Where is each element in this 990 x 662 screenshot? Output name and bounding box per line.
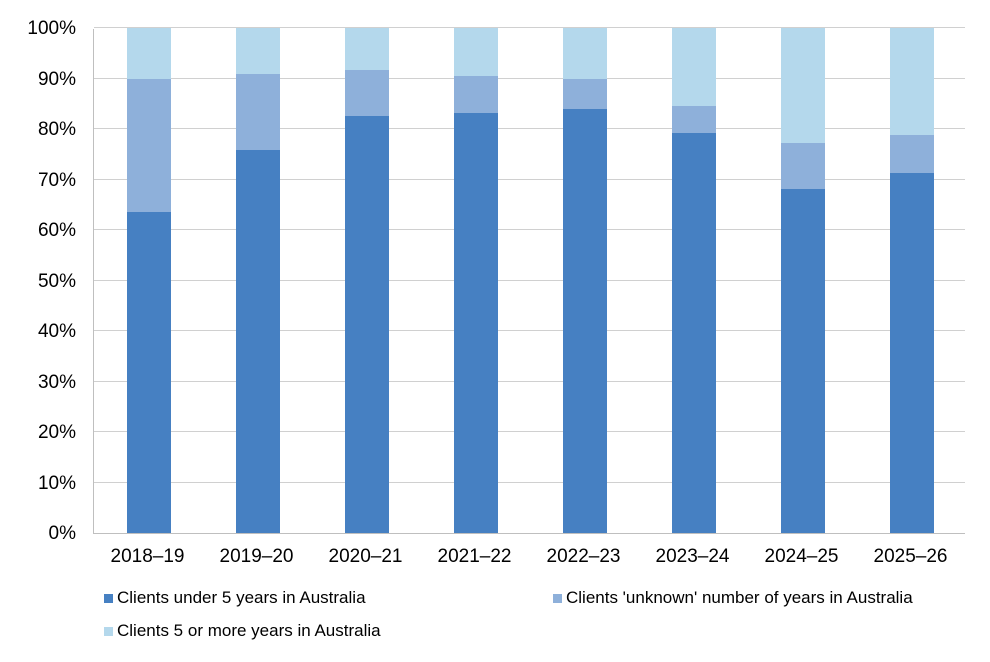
bar-2022–23: [562, 28, 607, 533]
x-tick-label: 2024–25: [764, 546, 839, 567]
bar-segment: [562, 108, 607, 533]
bar-segment: [235, 150, 280, 533]
x-tick-label: 2021–22: [437, 546, 512, 567]
gridline: [94, 27, 965, 28]
bar-2020–21: [344, 28, 389, 533]
gridline: [94, 431, 965, 432]
gridline: [94, 229, 965, 230]
bar-segment: [344, 28, 389, 70]
bar-segment: [453, 28, 498, 76]
y-tick-label: 50%: [37, 270, 76, 292]
legend-item: Clients 5 or more years in Australia: [104, 621, 381, 641]
bar-segment: [780, 143, 825, 190]
bar-segment: [126, 211, 171, 533]
plot-area: [93, 27, 965, 534]
legend-label: Clients 5 or more years in Australia: [117, 621, 381, 640]
bar-2024–25: [780, 28, 825, 533]
bar-2023–24: [671, 28, 716, 533]
x-tick-label: 2020–21: [328, 546, 403, 567]
bar-segment: [235, 73, 280, 151]
bar-segment: [671, 105, 716, 134]
x-tick-label: 2018–19: [110, 546, 185, 567]
gridline: [94, 380, 965, 382]
legend-swatch-icon: [104, 626, 113, 636]
gridline: [94, 279, 965, 281]
bar-segment: [344, 115, 389, 533]
bar-segment: [780, 28, 825, 144]
bar-2018–19: [126, 28, 171, 533]
bar-segment: [453, 75, 498, 113]
y-tick-label: 70%: [37, 169, 76, 191]
legend-label: Clients under 5 years in Australia: [117, 588, 366, 607]
y-tick-label: 40%: [37, 321, 76, 342]
legend-label: Clients 'unknown' number of years in Aus…: [566, 588, 913, 607]
y-tick-label: 60%: [37, 220, 76, 241]
legend-swatch-icon: [104, 593, 113, 603]
bar-segment: [126, 78, 171, 212]
y-tick-label: 90%: [37, 68, 76, 90]
x-tick-label: 2023–24: [655, 546, 730, 567]
y-tick-label: 20%: [37, 422, 76, 443]
gridline: [94, 481, 965, 483]
gridline: [94, 178, 965, 180]
gridline: [94, 77, 965, 79]
bar-segment: [562, 79, 607, 109]
bar-segment: [889, 28, 934, 136]
y-tick-label: 0%: [48, 523, 76, 544]
bar-segment: [126, 28, 171, 79]
bar-segment: [780, 189, 825, 533]
y-tick-label: 30%: [37, 371, 76, 393]
gridline: [94, 330, 965, 331]
bar-segment: [671, 28, 716, 106]
bar-2021–22: [453, 28, 498, 533]
bar-segment: [671, 133, 716, 533]
legend-item: Clients under 5 years in Australia: [104, 588, 366, 608]
bar-segment: [889, 172, 934, 533]
bar-2019–20: [235, 28, 280, 533]
bar-segment: [889, 135, 934, 173]
bar-segment: [453, 112, 498, 533]
x-tick-label: 2025–26: [873, 546, 948, 567]
bar-segment: [235, 28, 280, 74]
y-tick-label: 100%: [27, 18, 76, 39]
legend-swatch-icon: [553, 593, 562, 603]
bar-2025–26: [889, 28, 934, 533]
bar-segment: [344, 69, 389, 116]
y-tick-label: 80%: [37, 119, 76, 140]
x-tick-label: 2019–20: [219, 546, 294, 567]
gridline: [94, 128, 965, 129]
x-tick-label: 2022–23: [546, 546, 621, 567]
y-tick-label: 10%: [37, 472, 76, 494]
bar-segment: [562, 28, 607, 80]
legend-item: Clients 'unknown' number of years in Aus…: [553, 588, 913, 608]
